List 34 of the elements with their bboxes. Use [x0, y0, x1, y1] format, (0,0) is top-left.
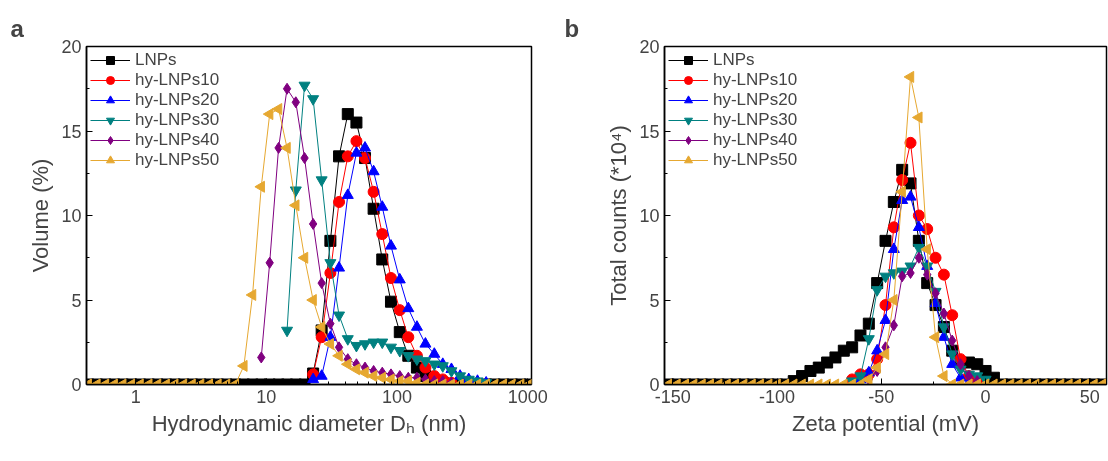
legend-label: hy-LNPs10 [135, 70, 220, 90]
y-tick-label: 5 [649, 290, 660, 311]
x-tick-label: 0 [980, 386, 991, 407]
y-tick-label: 5 [71, 290, 82, 311]
x-tick-label: -100 [759, 386, 796, 407]
x-tick-label: 10 [256, 386, 277, 407]
legend-label: hy-LNPs20 [713, 90, 798, 110]
x-axis-title: Hydrodynamic diameter Dₕ (nm) [151, 410, 467, 436]
legend-label: hy-LNPs50 [713, 150, 798, 170]
y-tick-label: 20 [639, 37, 660, 57]
y-axis-title: Volume (%) [28, 158, 54, 273]
y-axis-title: Total counts (*10⁴) [606, 125, 632, 306]
x-tick-label: -50 [868, 386, 895, 407]
legend-label: hy-LNPs20 [135, 90, 220, 110]
y-tick-label: 15 [639, 121, 660, 142]
x-tick-label: 50 [1079, 386, 1100, 407]
legend-label: LNPs [135, 50, 177, 70]
x-tick-label: 1000 [507, 386, 548, 407]
legend-label: hy-LNPs30 [135, 110, 220, 130]
y-tick-label: 15 [61, 121, 82, 142]
legend-label: hy-LNPs50 [135, 150, 220, 170]
legend-label: hy-LNPs40 [135, 130, 220, 150]
x-tick-label: 100 [382, 386, 413, 407]
y-tick-label: 10 [639, 206, 660, 226]
y-tick-label: 10 [61, 206, 82, 226]
x-axis-title: Zeta potential (mV) [791, 410, 980, 436]
chart-title: a [10, 14, 25, 42]
x-tick-label: 1 [130, 386, 141, 407]
legend-label: hy-LNPs30 [713, 110, 798, 130]
chart-title: b [564, 14, 580, 42]
y-tick-label: 20 [61, 37, 82, 57]
legend-label: hy-LNPs40 [713, 130, 798, 150]
legend-label: hy-LNPs10 [713, 70, 798, 90]
legend-label: LNPs [713, 50, 755, 70]
